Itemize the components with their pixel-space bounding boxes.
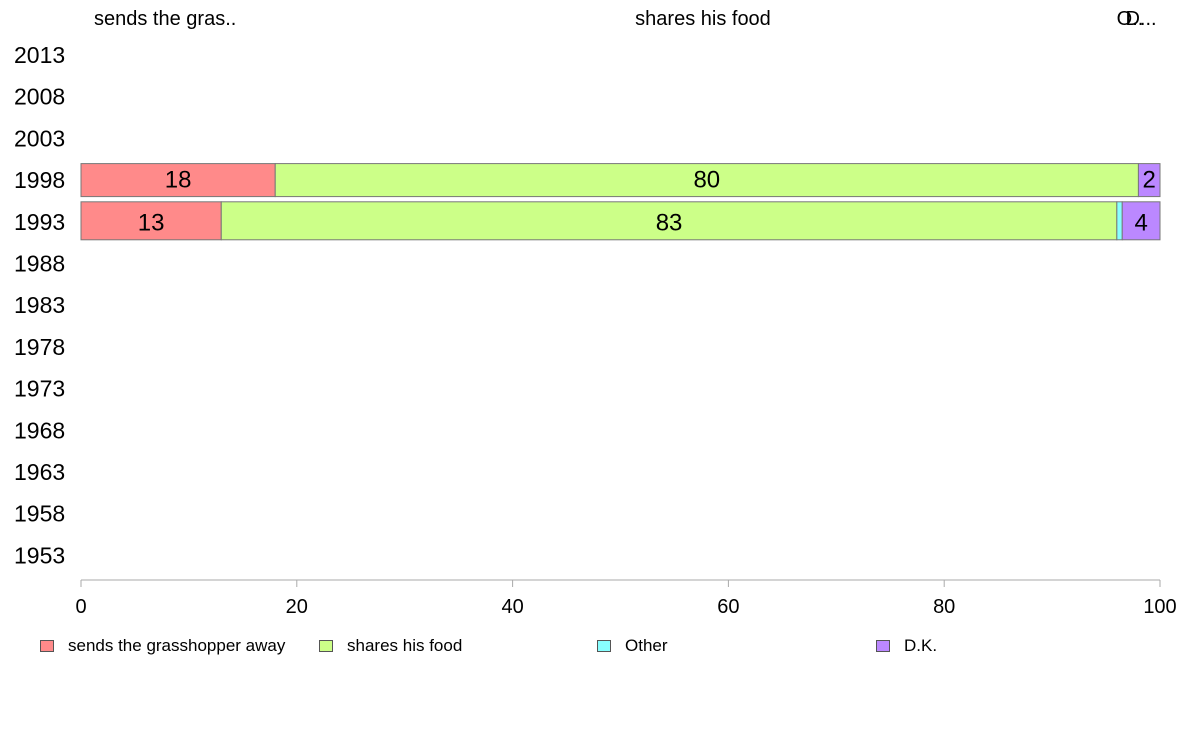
bar-segment (1121, 201, 1161, 241)
year-label: 1973 (14, 376, 65, 402)
year-label: 1958 (14, 501, 65, 527)
x-tick-label: 0 (75, 596, 86, 618)
data-label: 4 (1134, 209, 1147, 236)
legend: sends the grasshopper away shares his fo… (0, 636, 1188, 658)
year-label: 2003 (14, 125, 65, 151)
data-label: 80 (693, 167, 720, 194)
bar-segment (1116, 201, 1123, 241)
year-label: 1988 (14, 251, 65, 277)
data-label: 83 (656, 209, 683, 236)
year-label: 1978 (14, 334, 65, 360)
legend-label: Other (625, 636, 668, 655)
data-label: 13 (138, 209, 165, 236)
top-label: sends the gras.. (94, 8, 236, 30)
data-label: 18 (165, 167, 192, 194)
year-label: 1998 (14, 167, 65, 193)
legend-item-other: Other (597, 636, 668, 656)
legend-item-sends: sends the grasshopper away (40, 636, 285, 656)
legend-swatch (40, 640, 54, 652)
bar-segment (80, 201, 222, 241)
year-label: 1953 (14, 542, 65, 568)
year-label: 2013 (14, 42, 65, 68)
year-label: 1983 (14, 292, 65, 318)
legend-item-dk: D.K. (876, 636, 937, 656)
bar-segment (1137, 163, 1161, 198)
legend-label: shares his food (347, 636, 463, 655)
legend-label: sends the grasshopper away (68, 636, 286, 655)
bar-segment (220, 201, 1118, 241)
top-label: shares his food (635, 8, 771, 30)
x-tick-label: 40 (501, 596, 523, 618)
legend-swatch (876, 640, 890, 652)
x-tick-label: 60 (717, 596, 739, 618)
x-tick-label: 100 (1143, 596, 1176, 618)
bar-segment (274, 163, 1139, 198)
top-label: D... (1125, 8, 1156, 30)
legend-swatch (319, 640, 333, 652)
year-label: 1968 (14, 417, 65, 443)
legend-item-shares: shares his food (319, 636, 462, 656)
year-label: 2008 (14, 84, 65, 110)
year-label: 1993 (14, 209, 65, 235)
legend-label: D.K. (904, 636, 938, 655)
x-tick-label: 80 (933, 596, 955, 618)
top-label: O.. (1117, 8, 1144, 30)
data-label: 2 (1143, 167, 1156, 194)
year-label: 1963 (14, 459, 65, 485)
x-tick-label: 20 (286, 596, 308, 618)
legend-swatch (597, 640, 611, 652)
stacked-bar-chart: sends the gras.. shares his food O..D...20… (14, 8, 1177, 618)
